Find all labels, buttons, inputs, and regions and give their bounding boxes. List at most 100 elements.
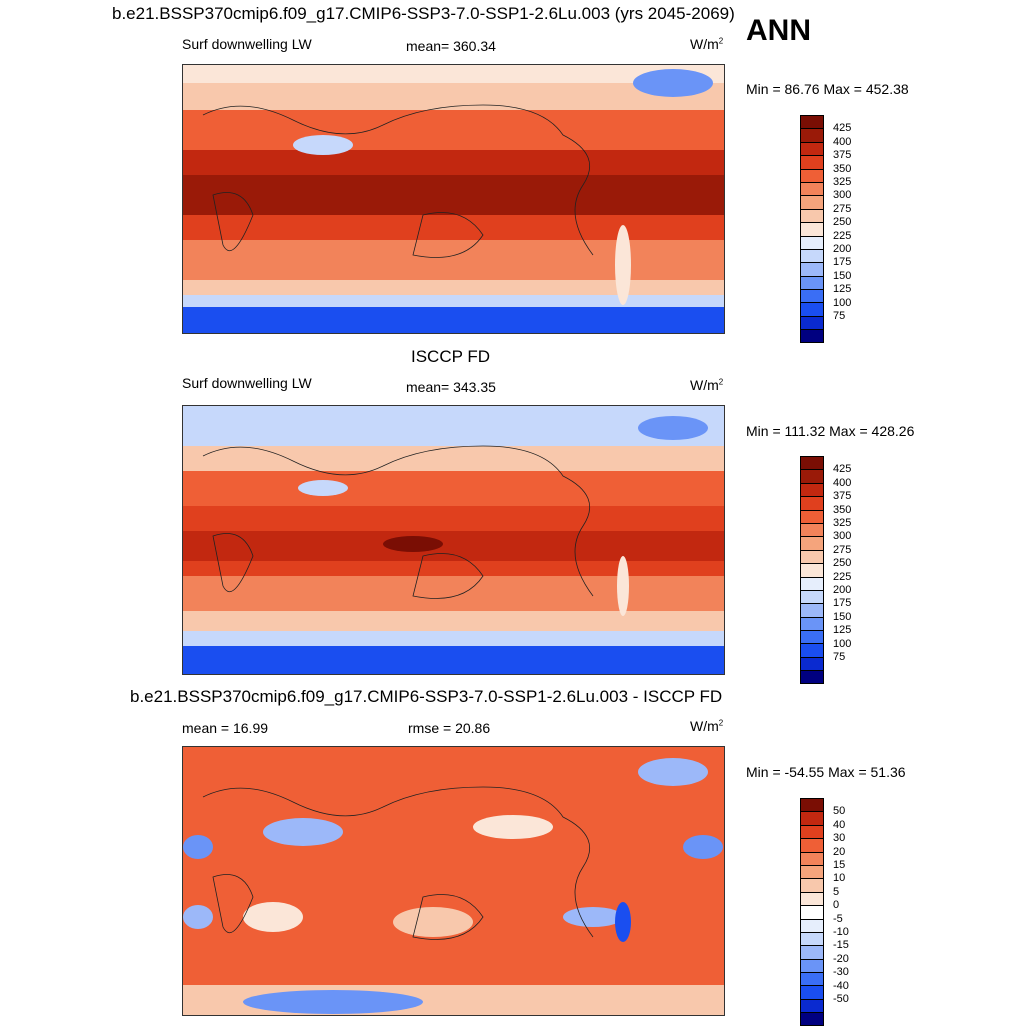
colorbar-tick-label: -10: [833, 926, 849, 938]
colorbar-swatch: [800, 141, 824, 156]
colorbar-tick-label: 125: [833, 624, 852, 637]
colorbar-tick-label: -5: [833, 912, 843, 925]
colorbar-swatch: [800, 616, 824, 631]
panel1-colorbar: [800, 115, 824, 343]
colorbar-tick-label: -30: [833, 966, 849, 979]
colorbar-tick-label: 275: [833, 202, 852, 215]
colorbar-swatch: [800, 262, 824, 276]
colorbar-tick-label: 0: [833, 899, 840, 912]
panel2-map: [182, 405, 725, 675]
colorbar-swatch: [800, 931, 824, 946]
panel3-map: [182, 746, 725, 1016]
colorbar-swatch: [800, 128, 824, 142]
colorbar-tick-label: 5: [833, 885, 840, 898]
colorbar-tick-label: 75: [833, 651, 846, 663]
colorbar-swatch: [800, 469, 824, 483]
colorbar-tick-label: 100: [833, 296, 852, 309]
colorbar-tick-label: 350: [833, 503, 852, 516]
colorbar-swatch: [800, 315, 824, 330]
panel3-minmax: Min = -54.55 Max = 51.36: [746, 764, 906, 780]
panel3-rmse-label: rmse = 20.86: [408, 720, 491, 736]
colorbar-tick-label: 10: [833, 872, 846, 885]
colorbar-swatch: [800, 509, 824, 523]
colorbar-tick-label: 300: [833, 530, 852, 543]
panel2-minmax: Min = 111.32 Max = 428.26: [746, 423, 915, 439]
panel1-variable-label: Surf downwelling LW: [182, 36, 312, 52]
colorbar-swatch: [800, 985, 824, 999]
colorbar-swatch: [800, 656, 824, 671]
panel3-colorbar: [800, 798, 824, 1026]
colorbar-tick-label: 150: [833, 269, 852, 282]
colorbar-tick-label: 150: [833, 610, 852, 623]
colorbar-tick-label: 300: [833, 189, 852, 202]
colorbar-tick-label: -40: [833, 979, 849, 992]
colorbar-tick-label: 250: [833, 557, 852, 570]
colorbar-tick-label: 275: [833, 543, 852, 556]
colorbar-swatch: [800, 851, 824, 865]
colorbar-swatch: [800, 891, 824, 906]
panel1-minmax: Min = 86.76 Max = 452.38: [746, 81, 909, 97]
colorbar-swatch: [800, 329, 824, 343]
panel3-title: b.e21.BSSP370cmip6.f09_g17.CMIP6-SSP3-7.…: [130, 687, 723, 706]
colorbar-tick-label: -50: [833, 993, 849, 1005]
colorbar-swatch: [800, 798, 824, 812]
colorbar-swatch: [800, 563, 824, 577]
colorbar-tick-label: 200: [833, 243, 852, 255]
colorbar-tick-label: 425: [833, 463, 852, 476]
colorbar-tick-label: 75: [833, 310, 846, 322]
colorbar-swatch: [800, 195, 824, 209]
colorbar-tick-label: 30: [833, 832, 846, 845]
colorbar-tick-label: 225: [833, 229, 852, 242]
colorbar-tick-label: 15: [833, 859, 846, 871]
colorbar-tick-label: 350: [833, 162, 852, 175]
colorbar-swatch: [800, 248, 824, 263]
colorbar-swatch: [800, 155, 824, 169]
colorbar-swatch: [800, 181, 824, 196]
colorbar-tick-label: 225: [833, 570, 852, 583]
colorbar-swatch: [800, 630, 824, 644]
colorbar-tick-label: 375: [833, 490, 852, 503]
panel2-title: ISCCP FD: [411, 347, 491, 366]
colorbar-swatch: [800, 496, 824, 510]
colorbar-swatch: [800, 958, 824, 973]
panel2-mean-label: mean= 343.35: [406, 379, 496, 395]
colorbar-tick-label: 325: [833, 176, 852, 188]
colorbar-tick-label: 125: [833, 283, 852, 296]
colorbar-swatch: [800, 905, 824, 919]
colorbar-swatch: [800, 549, 824, 564]
colorbar-swatch: [800, 115, 824, 129]
colorbar-swatch: [800, 235, 824, 249]
colorbar-swatch: [800, 456, 824, 470]
colorbar-tick-label: 100: [833, 637, 852, 650]
panel1-map: [182, 64, 725, 334]
panel2-variable-label: Surf downwelling LW: [182, 375, 312, 391]
colorbar-tick-label: 175: [833, 256, 852, 269]
colorbar-swatch: [800, 603, 824, 617]
colorbar-swatch: [800, 811, 824, 825]
colorbar-swatch: [800, 824, 824, 839]
colorbar-swatch: [800, 589, 824, 604]
colorbar-tick-label: 325: [833, 517, 852, 529]
colorbar-swatch: [800, 864, 824, 879]
panel3-mean-label: mean = 16.99: [182, 720, 269, 736]
panel2-units: W/m2: [690, 377, 724, 393]
colorbar-swatch: [800, 998, 824, 1013]
colorbar-swatch: [800, 838, 824, 852]
colorbar-swatch: [800, 945, 824, 959]
colorbar-swatch: [800, 918, 824, 932]
colorbar-tick-label: 200: [833, 584, 852, 596]
season-label: ANN: [746, 14, 811, 47]
panel1-title: b.e21.BSSP370cmip6.f09_g17.CMIP6-SSP3-7.…: [112, 4, 735, 23]
colorbar-swatch: [800, 289, 824, 303]
colorbar-swatch: [800, 168, 824, 182]
colorbar-swatch: [800, 275, 824, 290]
colorbar-tick-label: 50: [833, 805, 846, 818]
colorbar-swatch: [800, 208, 824, 223]
panel3-units: W/m2: [690, 718, 724, 734]
panel1-units: W/m2: [690, 36, 724, 52]
panel1-mean-label: mean= 360.34: [406, 38, 496, 54]
colorbar-tick-label: 40: [833, 818, 846, 831]
colorbar-tick-label: 425: [833, 122, 852, 135]
colorbar-tick-label: 400: [833, 476, 852, 489]
colorbar-swatch: [800, 576, 824, 590]
